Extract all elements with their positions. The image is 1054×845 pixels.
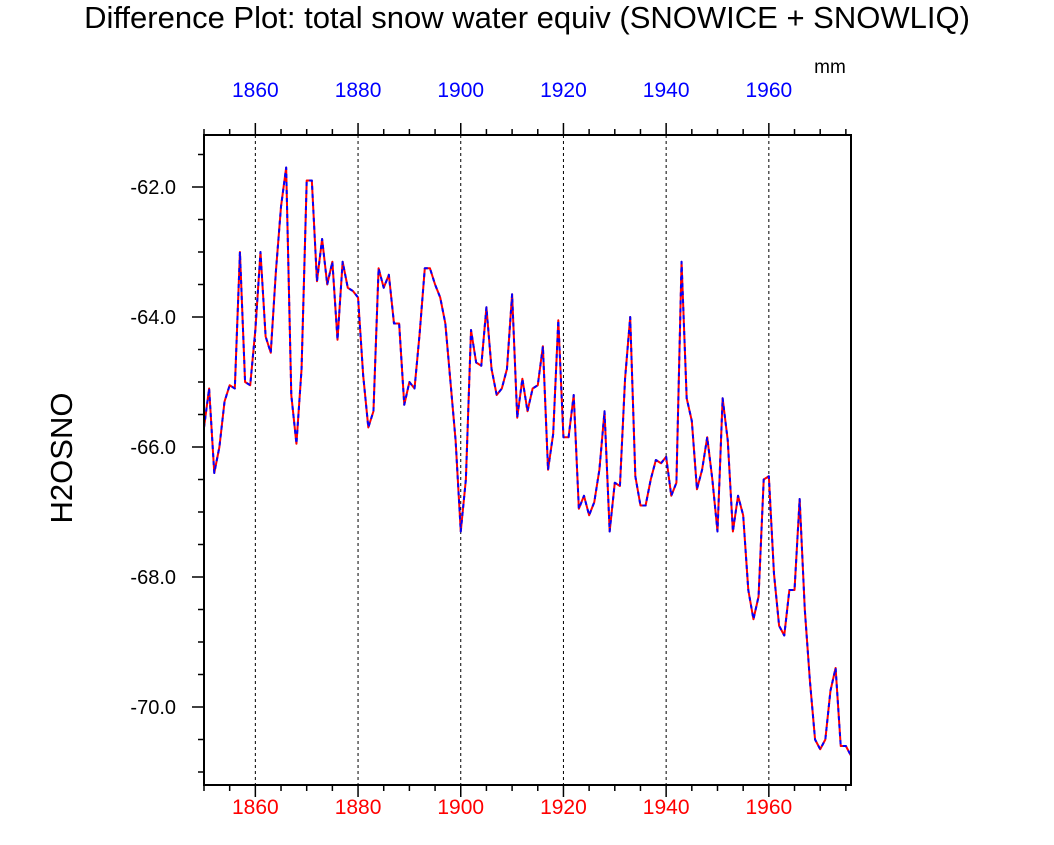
x-tick-label-bottom: 1900 <box>437 796 484 819</box>
x-tick-label-bottom: 1920 <box>540 796 587 819</box>
series-layer <box>203 166 852 757</box>
y-tick-label: -62.0 <box>130 177 176 199</box>
units-label: mm <box>814 57 846 78</box>
x-tick-label-bottom: 1960 <box>745 796 792 819</box>
x-tick-label-bottom: 1940 <box>643 796 690 819</box>
chart-title: Difference Plot: total snow water equiv … <box>84 0 970 35</box>
y-axis-label: H2OSNO <box>44 393 79 524</box>
x-tick-label-bottom: 1880 <box>335 796 382 819</box>
y-tick-label: -68.0 <box>130 567 176 589</box>
x-tick-label-top: 1940 <box>643 79 690 102</box>
x-tick-label-top: 1880 <box>335 79 382 102</box>
plot-frame <box>203 134 852 786</box>
grid <box>254 135 770 785</box>
y-tick-label: -64.0 <box>130 307 176 329</box>
x-tick-label-bottom: 1860 <box>232 796 279 819</box>
x-tick-label-top: 1860 <box>232 79 279 102</box>
series-red-line <box>203 166 852 757</box>
tick-labels: 1860 1860 1880 1880 1900 1900 1920 1920 1940 1940… <box>130 79 792 819</box>
series-blue-line <box>203 166 852 757</box>
y-tick-label: -70.0 <box>130 697 176 719</box>
x-tick-label-top: 1920 <box>540 79 587 102</box>
y-tick-label: -66.0 <box>130 437 176 459</box>
x-tick-label-top: 1900 <box>437 79 484 102</box>
ticks <box>192 123 847 797</box>
x-tick-label-top: 1960 <box>745 79 792 102</box>
